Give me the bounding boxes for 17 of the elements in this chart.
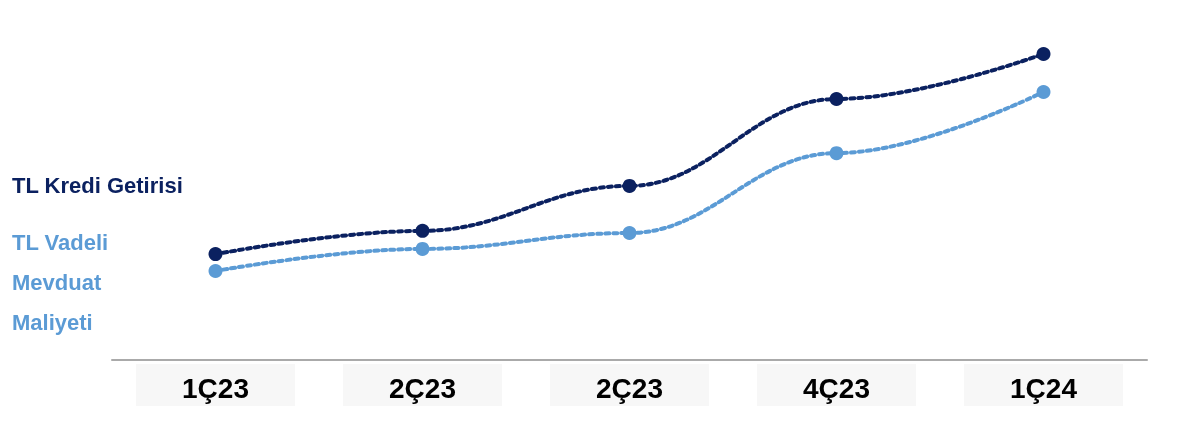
point: [415, 223, 430, 238]
x-tick-label: 1Ç23: [182, 372, 249, 404]
text: TL Vadeli Mevduat Maliyeti: [12, 229, 115, 335]
x-tick-label: 1Ç24: [1010, 372, 1078, 404]
x-tick-label: 4Ç23: [803, 372, 870, 404]
point: [1036, 84, 1051, 99]
point: [415, 241, 430, 256]
point: [208, 263, 223, 278]
point: [622, 226, 637, 241]
x-tick-label: 2Ç23: [389, 372, 456, 404]
point: [829, 91, 844, 106]
point: [622, 178, 637, 193]
point: [208, 247, 223, 262]
x-tick-label: 2Ç23: [596, 372, 663, 404]
point: [829, 146, 844, 161]
point: [1036, 47, 1051, 61]
text: TL Kredi Getirisi: [12, 172, 183, 198]
